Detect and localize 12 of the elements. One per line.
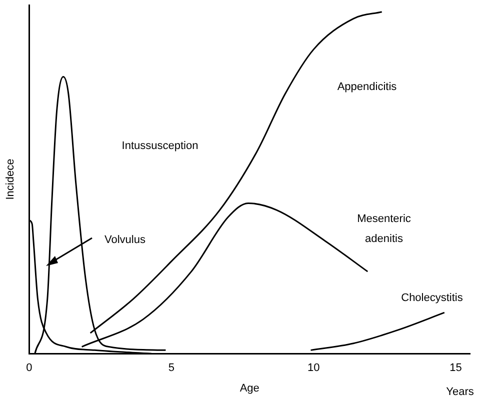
annotation: Mesenteric adenitis <box>357 213 412 246</box>
text: Years <box>446 386 474 398</box>
y-axis-title: Incidece <box>4 158 17 200</box>
annotation: Cholecystitis <box>401 292 464 304</box>
x-tick-label: 0 <box>26 362 32 374</box>
annotation: Intussusception <box>122 140 198 152</box>
x-tick-label: 10 <box>307 362 320 374</box>
annotation: Volvulus <box>104 234 146 246</box>
x-axis-title: Age <box>240 382 260 394</box>
annotation: Appendicitis <box>337 81 398 94</box>
x-tick-label: 5 <box>168 362 174 374</box>
x-tick-label: 15 <box>450 362 462 374</box>
